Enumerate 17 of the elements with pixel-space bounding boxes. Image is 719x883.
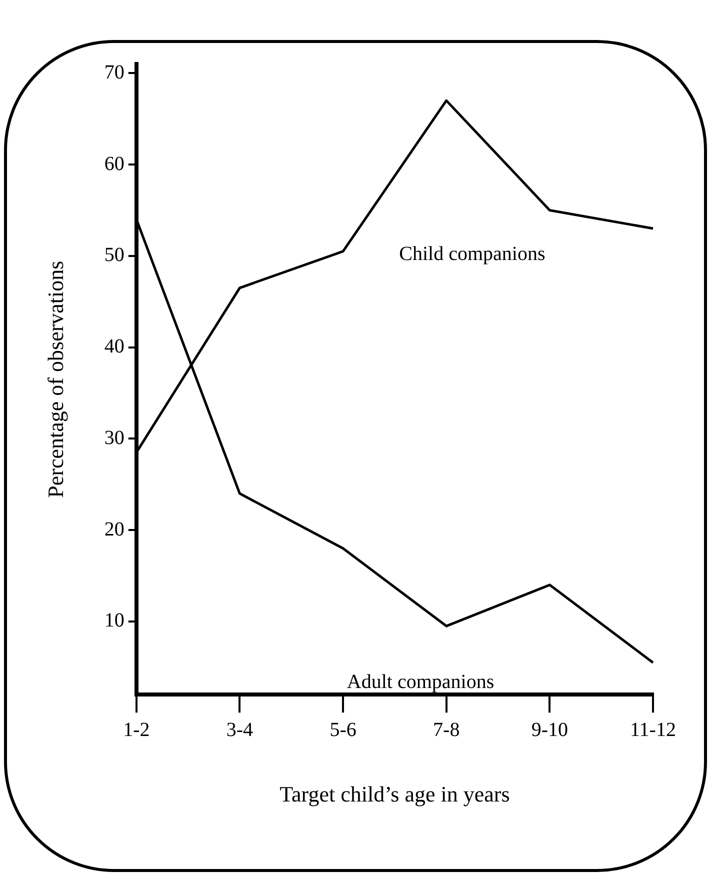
text: Adult companions: [346, 670, 494, 693]
x-tick-label: 5-6: [330, 718, 356, 741]
x-tick-label: 9-10: [531, 718, 568, 741]
y-tick-label: 50: [104, 244, 124, 266]
y-tick-label: 20: [104, 518, 124, 540]
y-tick-label: 70: [104, 61, 124, 84]
y-tick-label: 10: [104, 610, 124, 632]
x-tick-label: 3-4: [226, 718, 254, 741]
x-axis-title: Target child’s age in years: [280, 782, 510, 807]
x-tick-label: 1-2: [123, 718, 150, 741]
series-label: Child companions: [399, 242, 546, 265]
y-tick-label: 40: [104, 336, 124, 358]
y-tick-label: 60: [104, 152, 124, 175]
x-tick-label: 11-12: [630, 718, 676, 741]
y-tick-label: 30: [104, 426, 124, 449]
y-axis-title: Percentage of observations: [42, 260, 68, 498]
x-tick-label: 7-8: [433, 718, 460, 741]
